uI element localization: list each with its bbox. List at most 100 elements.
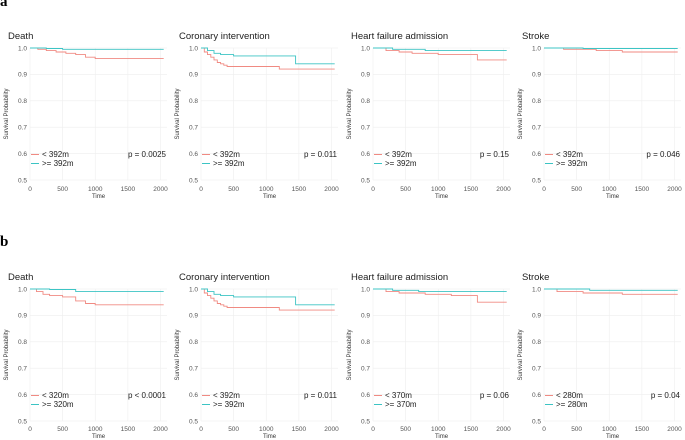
y-tick-label: 0.8 <box>532 339 541 346</box>
x-axis-label: Time <box>435 194 449 200</box>
y-tick-label: 0.9 <box>18 72 27 79</box>
legend-label-low: < 392m <box>213 391 240 400</box>
km-curve-high <box>30 47 164 50</box>
legend-label-high: >= 392m <box>213 159 245 168</box>
km-curve-low <box>30 288 164 306</box>
x-tick-label: 1500 <box>464 426 479 433</box>
x-tick-label: 1000 <box>88 186 103 193</box>
p-value: p = 0.046 <box>646 150 680 159</box>
y-tick-label: 0.6 <box>361 151 370 158</box>
y-tick-label: 0.8 <box>189 339 198 346</box>
km-curve-high <box>373 47 507 52</box>
x-tick-label: 0 <box>371 426 375 433</box>
x-tick-label: 2000 <box>496 186 511 193</box>
km-curve-high <box>30 288 164 293</box>
y-tick-label: 0.5 <box>189 418 198 425</box>
y-tick-label: 1.0 <box>361 45 370 52</box>
x-tick-label: 2000 <box>324 426 339 433</box>
x-tick-label: 2000 <box>667 186 682 193</box>
y-tick-label: 0.9 <box>361 313 370 320</box>
x-tick-label: 1500 <box>292 186 307 193</box>
y-tick-label: 1.0 <box>532 45 541 52</box>
x-tick-label: 0 <box>199 186 203 193</box>
y-tick-label: 0.9 <box>532 72 541 79</box>
km-curve-low <box>201 47 335 70</box>
y-axis-label: Survival Probability <box>4 329 10 380</box>
y-tick-label: 0.7 <box>18 125 27 132</box>
y-tick-label: 0.7 <box>18 366 27 373</box>
y-tick-label: 0.6 <box>18 151 27 158</box>
panel-a-death: Death 0.5 0.6 0.7 0.8 0.9 1.0 0 500 1000 1500 2000 T… <box>4 31 168 200</box>
panel-a-heart-failure-admission: Heart failure admission 0.5 0.6 0.7 0.8 0.9 1.… <box>347 31 511 200</box>
panel-title: Death <box>8 272 33 283</box>
p-value: p < 0.0001 <box>128 391 167 400</box>
x-tick-label: 1000 <box>431 426 446 433</box>
x-tick-label: 1000 <box>602 186 617 193</box>
km-curve-low <box>544 288 678 295</box>
panel-title: Coronary intervention <box>179 272 270 283</box>
p-value: p = 0.06 <box>480 391 510 400</box>
panel-title: Stroke <box>522 31 549 42</box>
y-tick-label: 0.5 <box>189 177 198 184</box>
y-axis-label: Survival Probability <box>518 329 524 380</box>
y-tick-label: 0.6 <box>189 392 198 399</box>
y-tick-label: 0.8 <box>361 98 370 105</box>
x-tick-label: 500 <box>400 186 411 193</box>
y-tick-label: 0.6 <box>18 392 27 399</box>
y-tick-label: 1.0 <box>532 286 541 293</box>
x-tick-label: 0 <box>28 186 32 193</box>
panel-title: Death <box>8 31 33 42</box>
x-tick-label: 1500 <box>292 426 307 433</box>
y-axis-label: Survival Probability <box>175 329 181 380</box>
y-tick-label: 1.0 <box>18 286 27 293</box>
legend-label-high: >= 370m <box>385 400 417 409</box>
y-tick-label: 1.0 <box>361 286 370 293</box>
y-tick-label: 0.5 <box>532 418 541 425</box>
y-tick-label: 0.5 <box>18 177 27 184</box>
y-tick-label: 0.8 <box>361 339 370 346</box>
y-tick-label: 0.9 <box>189 313 198 320</box>
x-tick-label: 500 <box>571 186 582 193</box>
legend-label-low: < 392m <box>556 150 583 159</box>
x-tick-label: 2000 <box>496 426 511 433</box>
x-tick-label: 2000 <box>153 426 168 433</box>
y-tick-label: 1.0 <box>18 45 27 52</box>
y-axis-label: Survival Probability <box>4 88 10 139</box>
y-tick-label: 0.7 <box>189 125 198 132</box>
panel-title: Heart failure admission <box>351 272 448 283</box>
km-curve-low <box>30 47 164 60</box>
x-axis-label: Time <box>263 434 277 440</box>
x-tick-label: 1500 <box>121 426 136 433</box>
x-tick-label: 0 <box>28 426 32 433</box>
x-tick-label: 500 <box>57 426 68 433</box>
x-tick-label: 2000 <box>153 186 168 193</box>
y-tick-label: 1.0 <box>189 45 198 52</box>
x-axis-label: Time <box>606 194 620 200</box>
y-tick-label: 0.7 <box>532 366 541 373</box>
x-tick-label: 1000 <box>88 426 103 433</box>
x-tick-label: 500 <box>228 186 239 193</box>
x-tick-label: 2000 <box>667 426 682 433</box>
panel-b-coronary-intervention: Coronary intervention 0.5 0.6 0.7 0.8 0.9 1.0 0… <box>175 272 339 440</box>
x-tick-label: 0 <box>542 426 546 433</box>
x-tick-label: 2000 <box>324 186 339 193</box>
section-label-b: b <box>0 234 9 250</box>
panel-title: Stroke <box>522 272 549 283</box>
y-tick-label: 0.8 <box>189 98 198 105</box>
legend-label-high: >= 392m <box>42 159 74 168</box>
x-tick-label: 500 <box>571 426 582 433</box>
legend-label-high: >= 320m <box>42 400 74 409</box>
x-tick-label: 0 <box>542 186 546 193</box>
x-tick-label: 1000 <box>259 426 274 433</box>
legend-label-high: >= 392m <box>556 159 588 168</box>
panel-a-coronary-intervention: Coronary intervention 0.5 0.6 0.7 0.8 0.9 1.0 0… <box>175 31 339 200</box>
y-tick-label: 0.9 <box>18 313 27 320</box>
x-tick-label: 1500 <box>464 186 479 193</box>
panel-title: Coronary intervention <box>179 31 270 42</box>
y-tick-label: 0.7 <box>189 366 198 373</box>
x-tick-label: 1000 <box>431 186 446 193</box>
km-curve-high <box>544 47 678 49</box>
y-axis-label: Survival Probability <box>518 88 524 139</box>
y-tick-label: 0.8 <box>18 339 27 346</box>
